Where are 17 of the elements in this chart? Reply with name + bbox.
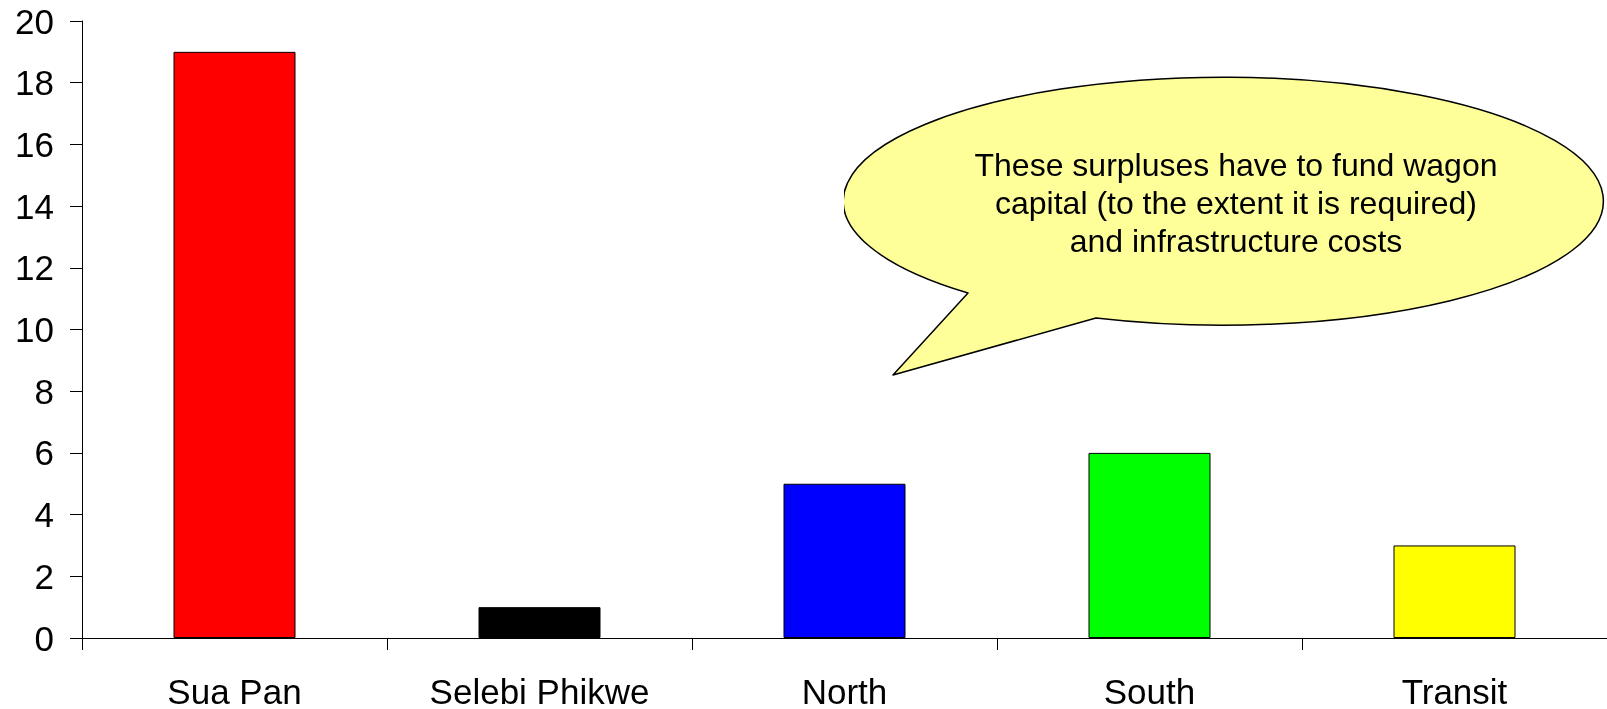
y-tick-label: 20 bbox=[15, 1, 54, 41]
x-tick-label: South bbox=[1103, 672, 1196, 709]
x-tick-label: Transit bbox=[1401, 672, 1508, 709]
y-tick-label: 0 bbox=[34, 618, 54, 658]
y-tick-label: 2 bbox=[34, 556, 54, 596]
y-tick-label: 10 bbox=[15, 310, 54, 349]
y-tick-label: 4 bbox=[34, 495, 54, 535]
y-tick-label: 8 bbox=[34, 371, 54, 411]
y-tick-label: 18 bbox=[15, 63, 54, 103]
y-tick-label: 12 bbox=[15, 248, 54, 288]
y-tick-label: 16 bbox=[15, 124, 54, 164]
annotation: These surpluses have to fund wagon capital (to the extent it is required) and infrastructure costs bbox=[973, 146, 1499, 260]
x-tick-label: Sua Pan bbox=[167, 672, 302, 709]
x-tick-label: Selebi Phikwe bbox=[429, 672, 650, 709]
y-tick-label: 6 bbox=[34, 433, 54, 473]
y-tick-label: 14 bbox=[15, 186, 54, 226]
x-tick-label: North bbox=[801, 672, 888, 709]
